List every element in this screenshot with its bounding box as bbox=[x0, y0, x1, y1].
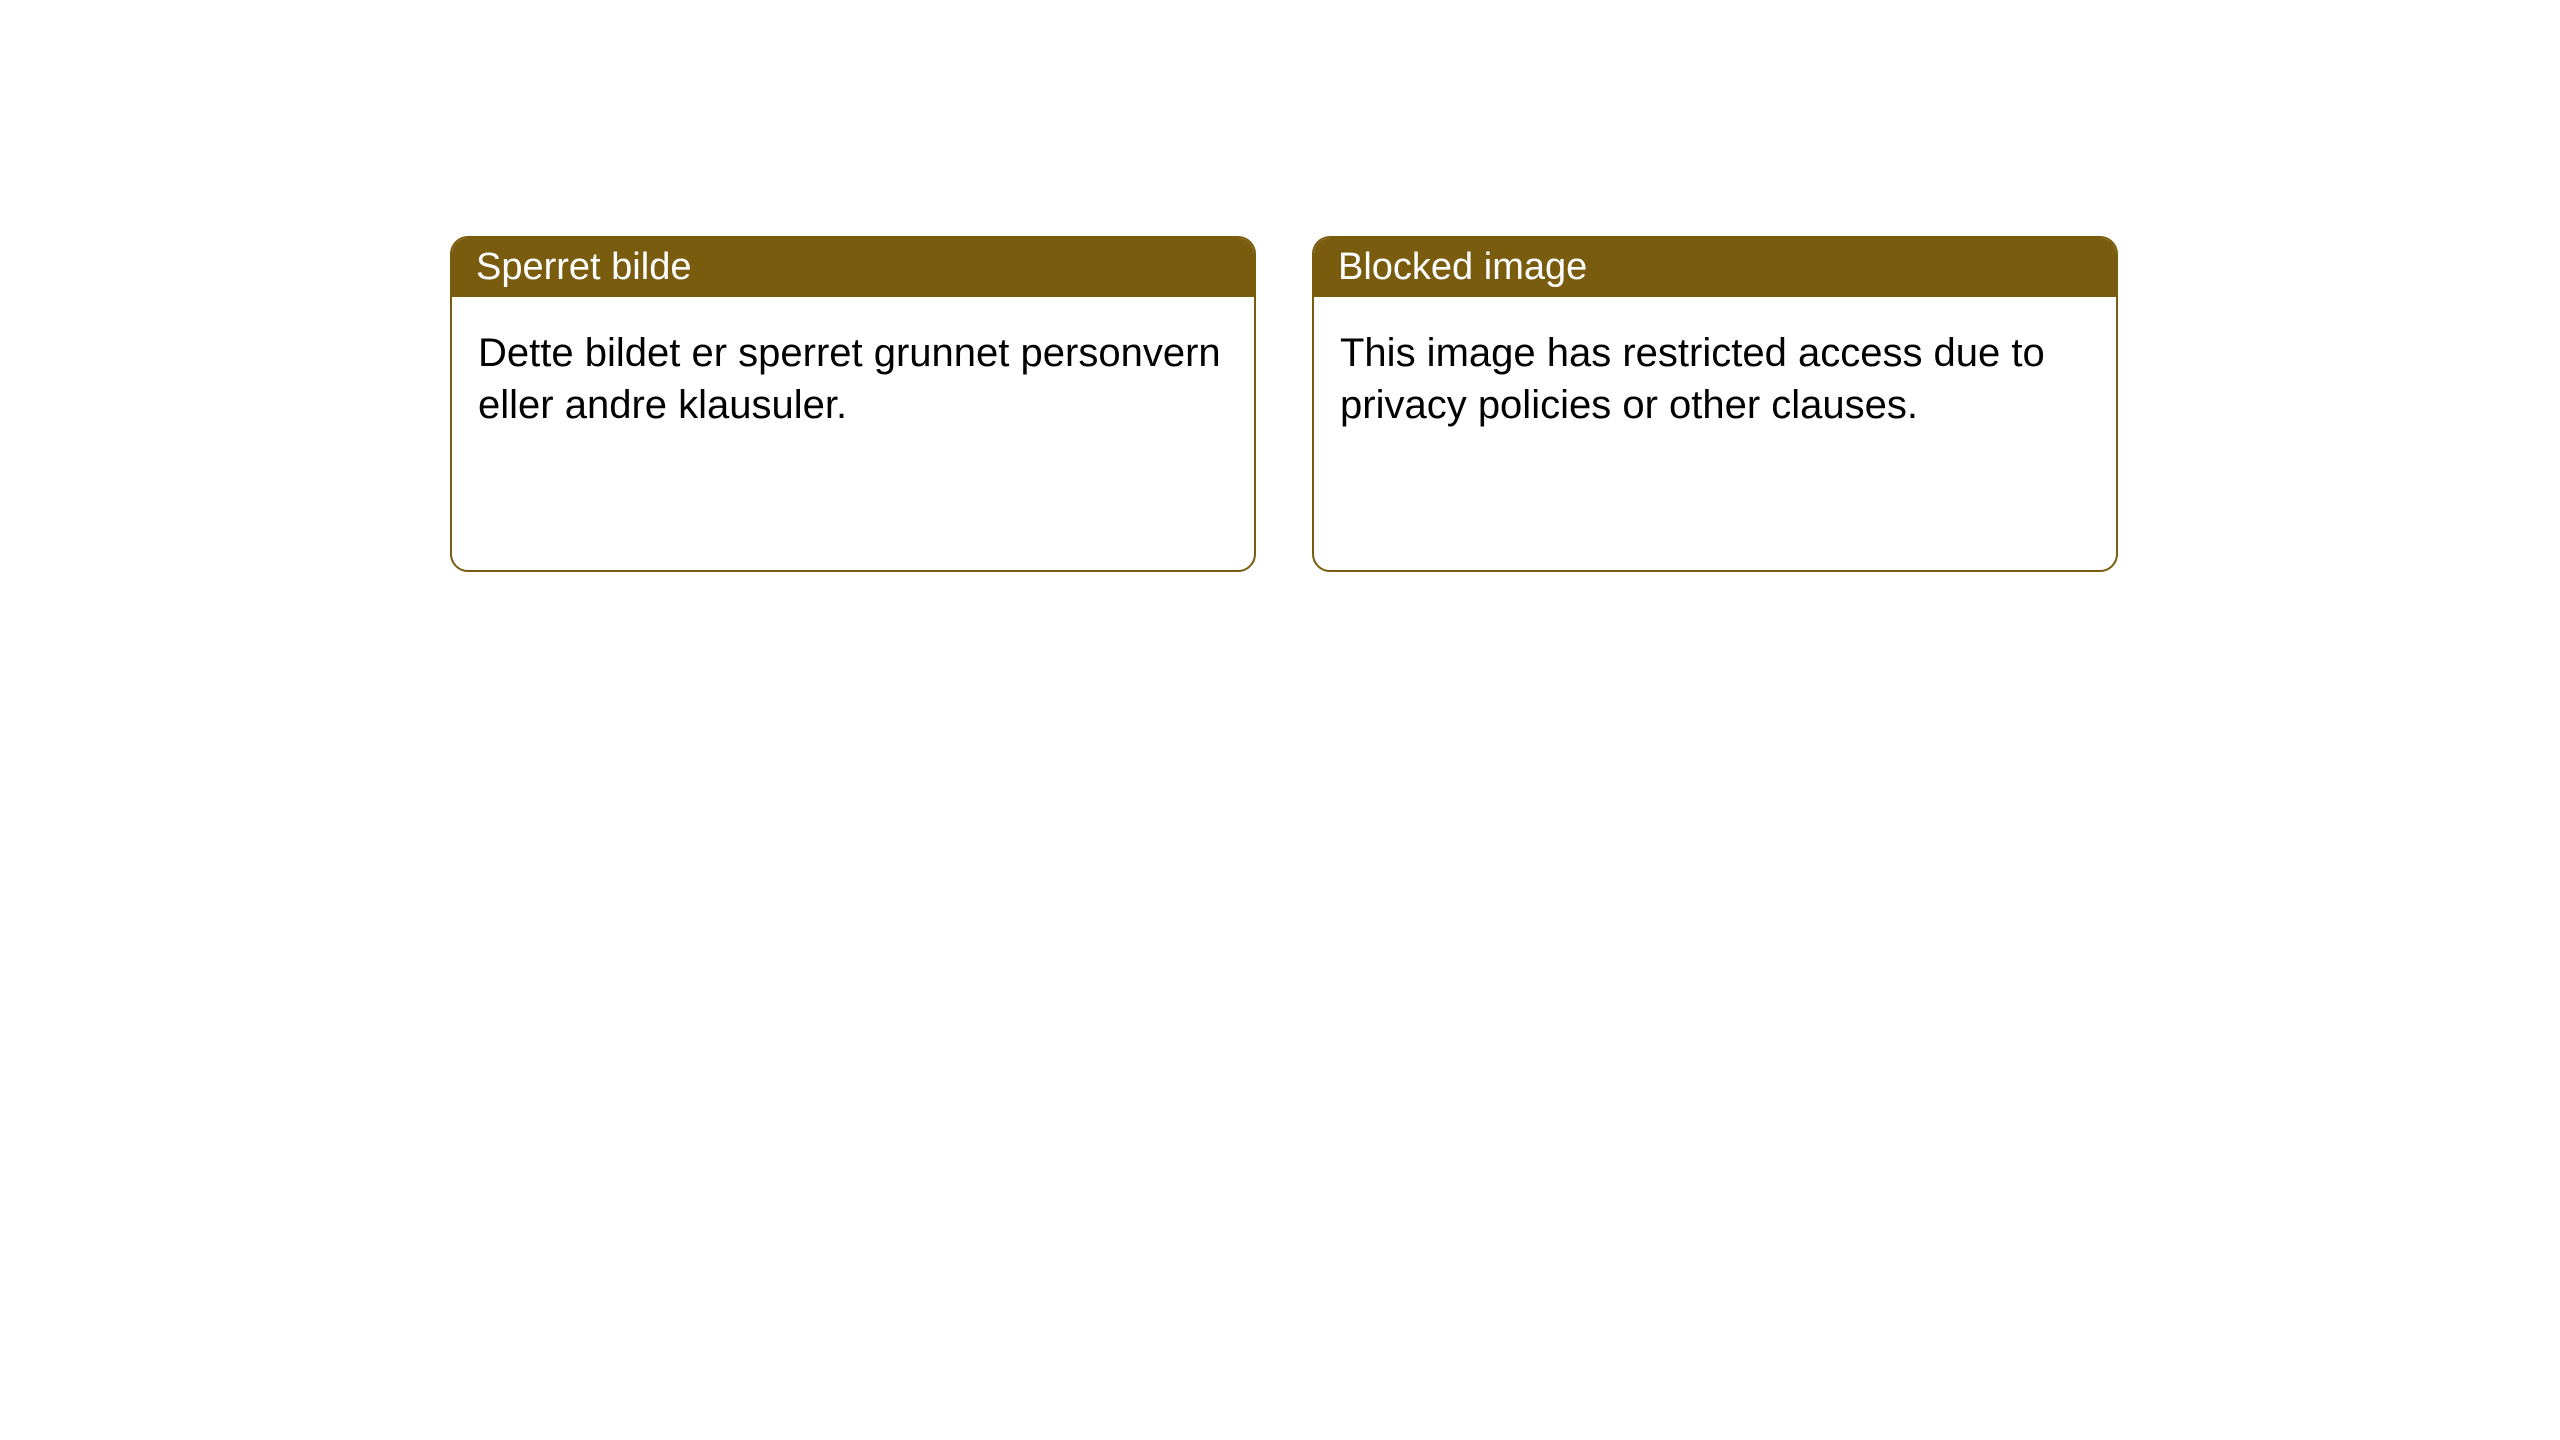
notice-body: Dette bildet er sperret grunnet personve… bbox=[452, 297, 1254, 461]
notice-container: Sperret bilde Dette bildet er sperret gr… bbox=[0, 0, 2560, 572]
notice-card-norwegian: Sperret bilde Dette bildet er sperret gr… bbox=[450, 236, 1256, 572]
notice-body: This image has restricted access due to … bbox=[1314, 297, 2116, 461]
notice-header: Sperret bilde bbox=[452, 238, 1254, 297]
notice-card-english: Blocked image This image has restricted … bbox=[1312, 236, 2118, 572]
notice-header: Blocked image bbox=[1314, 238, 2116, 297]
